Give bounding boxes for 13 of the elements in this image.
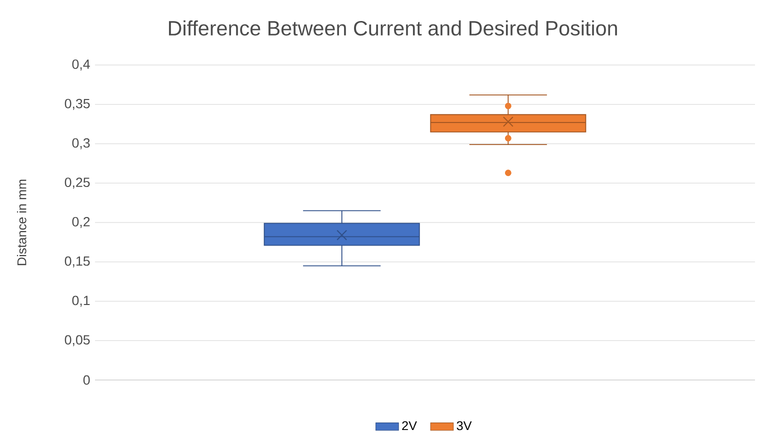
y-tick-label: 0,35 [64, 98, 90, 110]
chart-title: Difference Between Current and Desired Position [168, 20, 617, 36]
y-tick-label: 0,05 [64, 335, 90, 346]
legend-label: 2V [402, 421, 417, 430]
legend-label: 3V [456, 421, 472, 430]
y-tick-label: 0,2 [72, 216, 90, 228]
y-axis-title: Distance in mm [16, 180, 26, 266]
y-tick-label: 0,25 [64, 178, 90, 189]
y-tick-label: 0,3 [72, 138, 90, 150]
y-tick-label: 0 [83, 375, 90, 385]
y-tick-label: 0,1 [72, 296, 90, 307]
y-tick-label: 0,4 [72, 59, 90, 71]
y-tick-label: 0,15 [64, 256, 90, 268]
